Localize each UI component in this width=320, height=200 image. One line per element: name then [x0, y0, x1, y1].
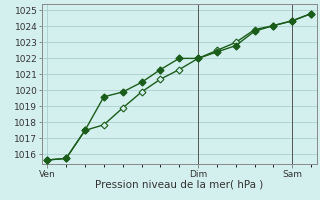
X-axis label: Pression niveau de la mer( hPa ): Pression niveau de la mer( hPa ): [95, 180, 263, 190]
